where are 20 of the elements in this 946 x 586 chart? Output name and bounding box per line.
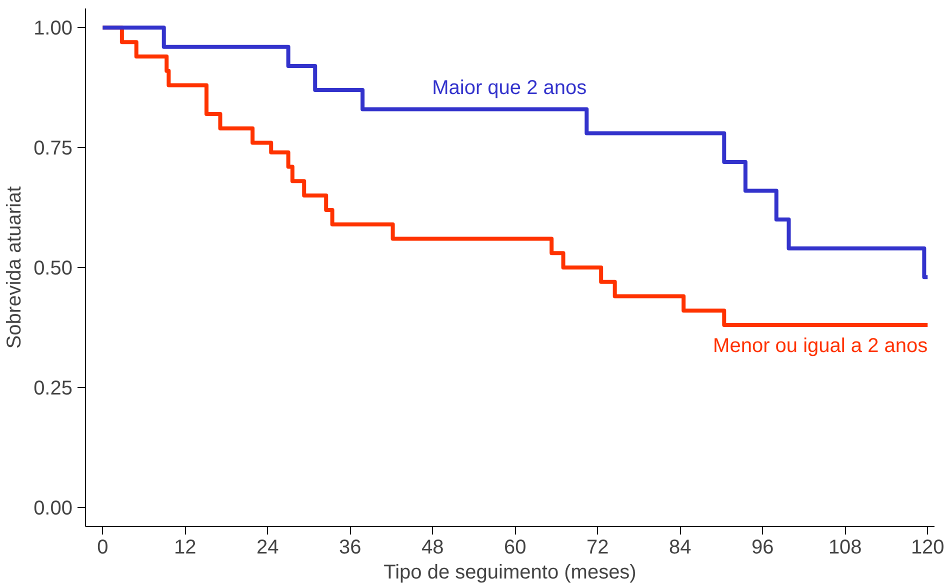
series-label: Maior que 2 anos <box>432 77 587 100</box>
x-tick-label: 48 <box>422 536 444 558</box>
y-tick-label: 0.25 <box>34 377 73 400</box>
y-axis-title: Sobrevida atuariat <box>4 186 26 349</box>
x-tick-label: 96 <box>752 536 774 558</box>
x-tick-label: 120 <box>910 536 944 558</box>
x-tick-label: 36 <box>339 536 362 558</box>
x-tick-label: 12 <box>174 536 196 558</box>
series-label: Menor ou igual a 2 anos <box>713 335 928 358</box>
y-tick-label: 0.00 <box>34 497 73 520</box>
x-axis-title: Tipo de seguimento (meses) <box>384 562 636 584</box>
x-tick-label: 60 <box>504 536 526 558</box>
x-tick-label: 72 <box>586 536 609 558</box>
x-tick-label: 108 <box>828 536 862 558</box>
y-tick-label: 1.00 <box>34 18 73 40</box>
x-tick-label: 0 <box>97 536 108 558</box>
y-tick-label: 0.75 <box>34 138 73 160</box>
x-tick-label: 84 <box>669 536 692 558</box>
x-tick-label: 24 <box>256 536 279 558</box>
y-tick-label: 0.50 <box>34 258 73 280</box>
